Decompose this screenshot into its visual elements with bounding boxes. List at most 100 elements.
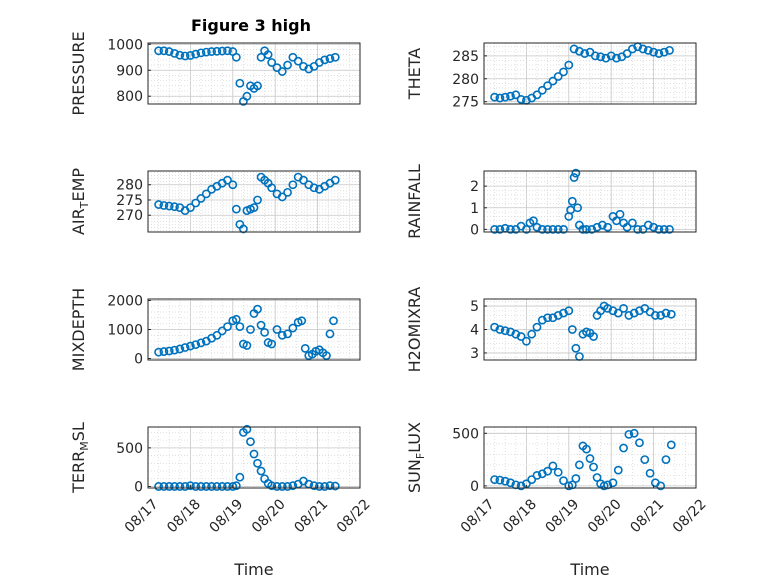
data-point: [619, 443, 628, 453]
y-tick-label: 500: [452, 426, 479, 442]
data-point: [506, 91, 515, 101]
y-tick-label: 0: [470, 222, 479, 238]
axes-box: [483, 42, 697, 105]
data-point: [277, 482, 287, 491]
data-point: [277, 330, 287, 340]
data-point: [601, 53, 611, 63]
data-point: [606, 51, 616, 61]
data-point: [571, 343, 581, 353]
y-axis-label: RAINFALL: [405, 164, 424, 239]
data-point: [537, 85, 547, 95]
data-point: [231, 314, 241, 324]
data-point: [185, 51, 195, 60]
data-point: [217, 46, 227, 56]
data-point: [567, 196, 577, 206]
data-point: [325, 54, 335, 63]
data-point: [277, 67, 287, 76]
data-point: [622, 49, 632, 58]
data-point: [329, 316, 338, 326]
figure-title: Figure 3 high: [191, 16, 311, 35]
data-point: [582, 224, 591, 234]
axes-box: [147, 298, 361, 361]
data-point: [196, 338, 206, 348]
data-point: [587, 224, 597, 234]
data-point: [253, 304, 262, 314]
y-tick-label: 2: [470, 179, 479, 195]
y-label-tail: EMP: [69, 168, 88, 202]
data-point: [638, 224, 648, 234]
y-tick-label: 0: [134, 352, 143, 368]
y-axis-label: AIRTEMP: [69, 168, 91, 235]
y-tick-label: 1000: [107, 323, 143, 339]
data-point: [490, 322, 499, 332]
y-tick-label: 280: [452, 72, 479, 88]
data-point: [495, 475, 505, 485]
data-point: [164, 482, 174, 491]
data-point: [506, 478, 515, 488]
data-point: [511, 90, 521, 100]
data-point: [277, 192, 287, 202]
x-axis-label: Time: [233, 560, 273, 579]
data-point: [659, 224, 669, 234]
data-point: [201, 189, 211, 199]
y-axis-label: THETA: [405, 48, 424, 100]
data-point: [580, 49, 590, 58]
data-point: [649, 47, 658, 57]
axes-box: [483, 426, 697, 489]
data-point: [490, 224, 499, 234]
data-point: [571, 168, 581, 178]
data-point: [597, 220, 607, 230]
data-point: [537, 224, 547, 234]
data-point: [608, 306, 618, 316]
series-rainfall: [490, 168, 674, 234]
data-point: [666, 309, 676, 319]
panel-h2omixra: 3 4 5 H2OMIXRA: [405, 287, 697, 373]
data-point: [661, 308, 671, 318]
y-axis-label: H2OMIXRA: [405, 287, 424, 373]
series-terr_msl: [154, 424, 340, 491]
data-point: [196, 48, 206, 58]
data-point: [293, 56, 303, 66]
data-point: [654, 224, 664, 234]
data-point: [543, 81, 552, 91]
data-point: [330, 175, 340, 185]
data-point: [506, 327, 515, 337]
y-label-tail: LUX: [405, 422, 424, 453]
data-point: [191, 482, 201, 491]
data-point: [322, 351, 331, 361]
data-point: [522, 224, 531, 234]
data-point: [267, 339, 277, 349]
data-point: [529, 216, 538, 226]
data-point: [217, 482, 227, 491]
data-point: [548, 461, 558, 471]
data-point: [559, 67, 568, 77]
y-axis-label: PRESSURE: [69, 31, 88, 115]
data-point: [592, 473, 602, 482]
y-axis-label: TERRMSL: [69, 422, 91, 494]
data-point: [564, 306, 574, 316]
data-point: [511, 329, 521, 339]
axes-box: [483, 170, 697, 233]
data-point: [159, 482, 169, 491]
data-point: [628, 218, 637, 228]
data-point: [320, 55, 330, 65]
data-point: [249, 203, 259, 212]
data-point: [235, 472, 245, 482]
data-point: [170, 345, 179, 355]
data-point: [267, 183, 277, 193]
data-point: [272, 482, 282, 491]
data-point: [288, 180, 298, 190]
data-point: [235, 78, 245, 88]
y-tick-label: 900: [116, 63, 143, 79]
data-point: [170, 482, 179, 491]
data-point: [585, 454, 595, 463]
data-point: [659, 47, 669, 57]
data-point: [548, 76, 558, 86]
data-point: [191, 49, 201, 59]
data-point: [159, 201, 169, 210]
data-point: [522, 336, 531, 346]
y-tick-label: 500: [116, 441, 143, 457]
data-point: [543, 224, 552, 234]
